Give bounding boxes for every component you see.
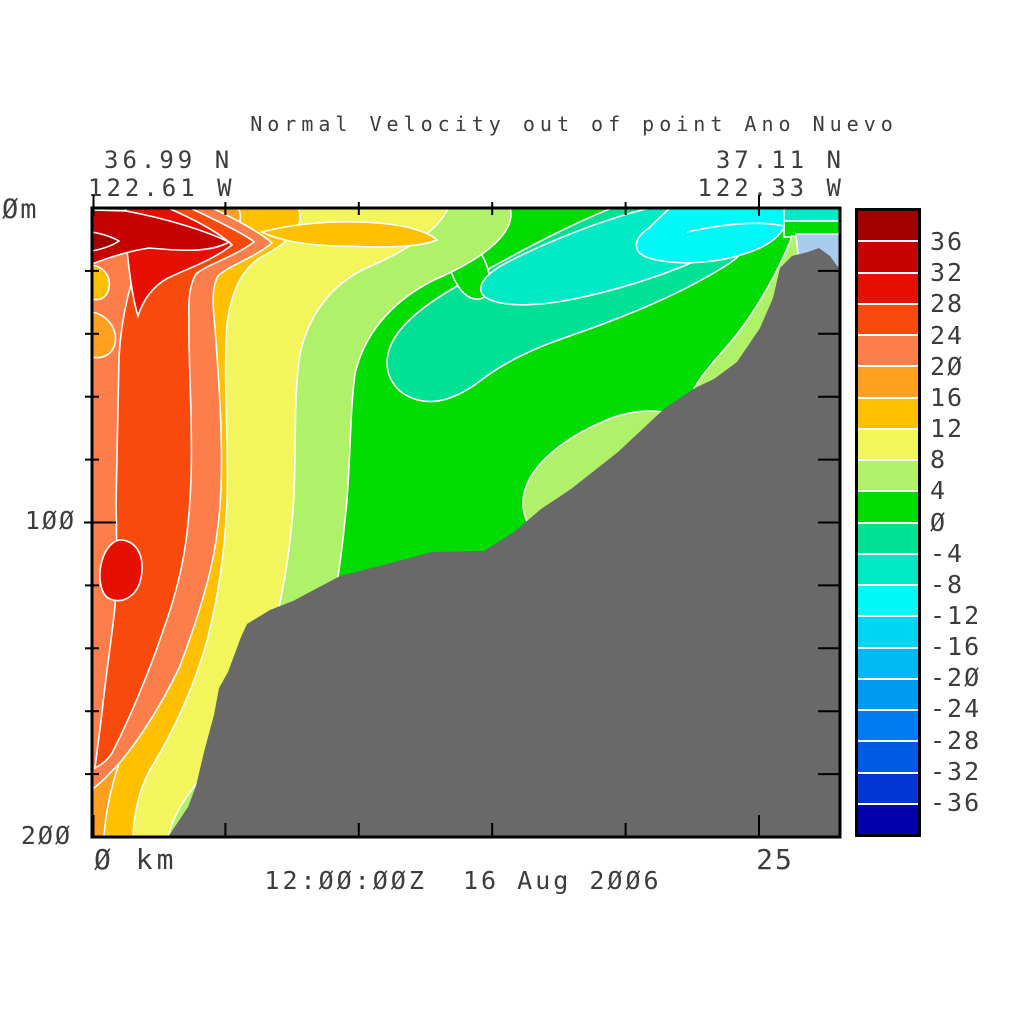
colorbar-segment (858, 523, 918, 555)
edge-blob-orange (91, 311, 117, 359)
y-axis-label-200m: 2ØØ (20, 821, 72, 850)
colorbar-level-label: 16 (930, 382, 965, 412)
colorbar-level-label: -2Ø (930, 663, 982, 693)
contour-section-plot (84, 195, 842, 839)
colorbar-segment (858, 554, 918, 586)
colorbar-segment (858, 211, 918, 243)
band-12-16-tongue (259, 221, 439, 248)
colorbar-segment (858, 398, 918, 430)
colorbar-segment (858, 273, 918, 305)
timestamp-label: 12:ØØ:ØØZ 16 Aug 2ØØ6 (264, 866, 662, 895)
x-axis-label-25km: 25 (756, 843, 794, 876)
colorbar-level-label: 4 (930, 476, 948, 506)
y-axis-label-100m: 1ØØ (24, 506, 76, 535)
colorbar-level-label: 36 (930, 227, 965, 257)
right-endpoint-coordinates: 37.11 N 122.33 W (600, 146, 845, 202)
colorbar-level-label: -36 (930, 787, 982, 817)
colorbar-level-label: 8 (930, 445, 948, 475)
right-endpoint-latitude: 37.11 N (715, 146, 845, 174)
colorbar-level-label: 32 (930, 258, 965, 288)
colorbar-segment (858, 648, 918, 680)
colorbar-segment (858, 742, 918, 774)
band-24-28 (94, 207, 256, 770)
colorbar-segment (858, 773, 918, 805)
colorbar-segment (858, 304, 918, 336)
colorbar-level-label: -12 (930, 600, 982, 630)
contour-field (84, 195, 842, 839)
plot-frame (90, 206, 842, 839)
band-28-32-patch (99, 539, 143, 602)
left-endpoint-latitude: 36.99 N (104, 146, 234, 174)
colorbar-segment (858, 617, 918, 649)
colorbar-level-label: Ø (930, 507, 948, 537)
colorbar-segment (858, 679, 918, 711)
band-gt36-core (91, 231, 121, 252)
colorbar-segment (858, 429, 918, 461)
colorbar-segment (858, 586, 918, 618)
colorbar-segment (858, 492, 918, 524)
y-axis-label-0m: Øm (2, 194, 39, 225)
edge-blob-amber (91, 264, 111, 301)
plot-title: Normal Velocity out of point Ano Nuevo (250, 112, 898, 136)
colorbar-level-label: -28 (930, 725, 982, 755)
colorbar-level-label: -24 (930, 694, 982, 724)
x-axis-label-0km: Ø km (94, 843, 178, 876)
colorbar-level-label: -8 (930, 569, 965, 599)
colorbar-segment (858, 242, 918, 274)
colorbar (855, 208, 921, 837)
colorbar-level-label: 12 (930, 414, 965, 444)
left-endpoint-longitude: 122.61 W (88, 174, 236, 202)
corner-stripe-turquoise (783, 207, 841, 222)
colorbar-segment (858, 711, 918, 743)
colorbar-segment (858, 804, 918, 834)
band-32-36 (91, 209, 231, 266)
seafloor-bathymetry (168, 248, 840, 837)
right-endpoint-longitude: 122.33 W (697, 174, 845, 202)
band-neg12-neg8 (635, 207, 790, 264)
colorbar-segment (858, 461, 918, 493)
colorbar-segment (858, 336, 918, 368)
colorbar-level-label: -16 (930, 632, 982, 662)
inner-contour-line (686, 222, 785, 233)
colorbar-segment (858, 367, 918, 399)
colorbar-level-label: 24 (930, 320, 965, 350)
colorbar-level-label: -4 (930, 538, 965, 568)
colorbar-level-label: 2Ø (930, 351, 965, 381)
colorbar-level-label: -32 (930, 756, 982, 786)
colorbar-level-label: 28 (930, 289, 965, 319)
